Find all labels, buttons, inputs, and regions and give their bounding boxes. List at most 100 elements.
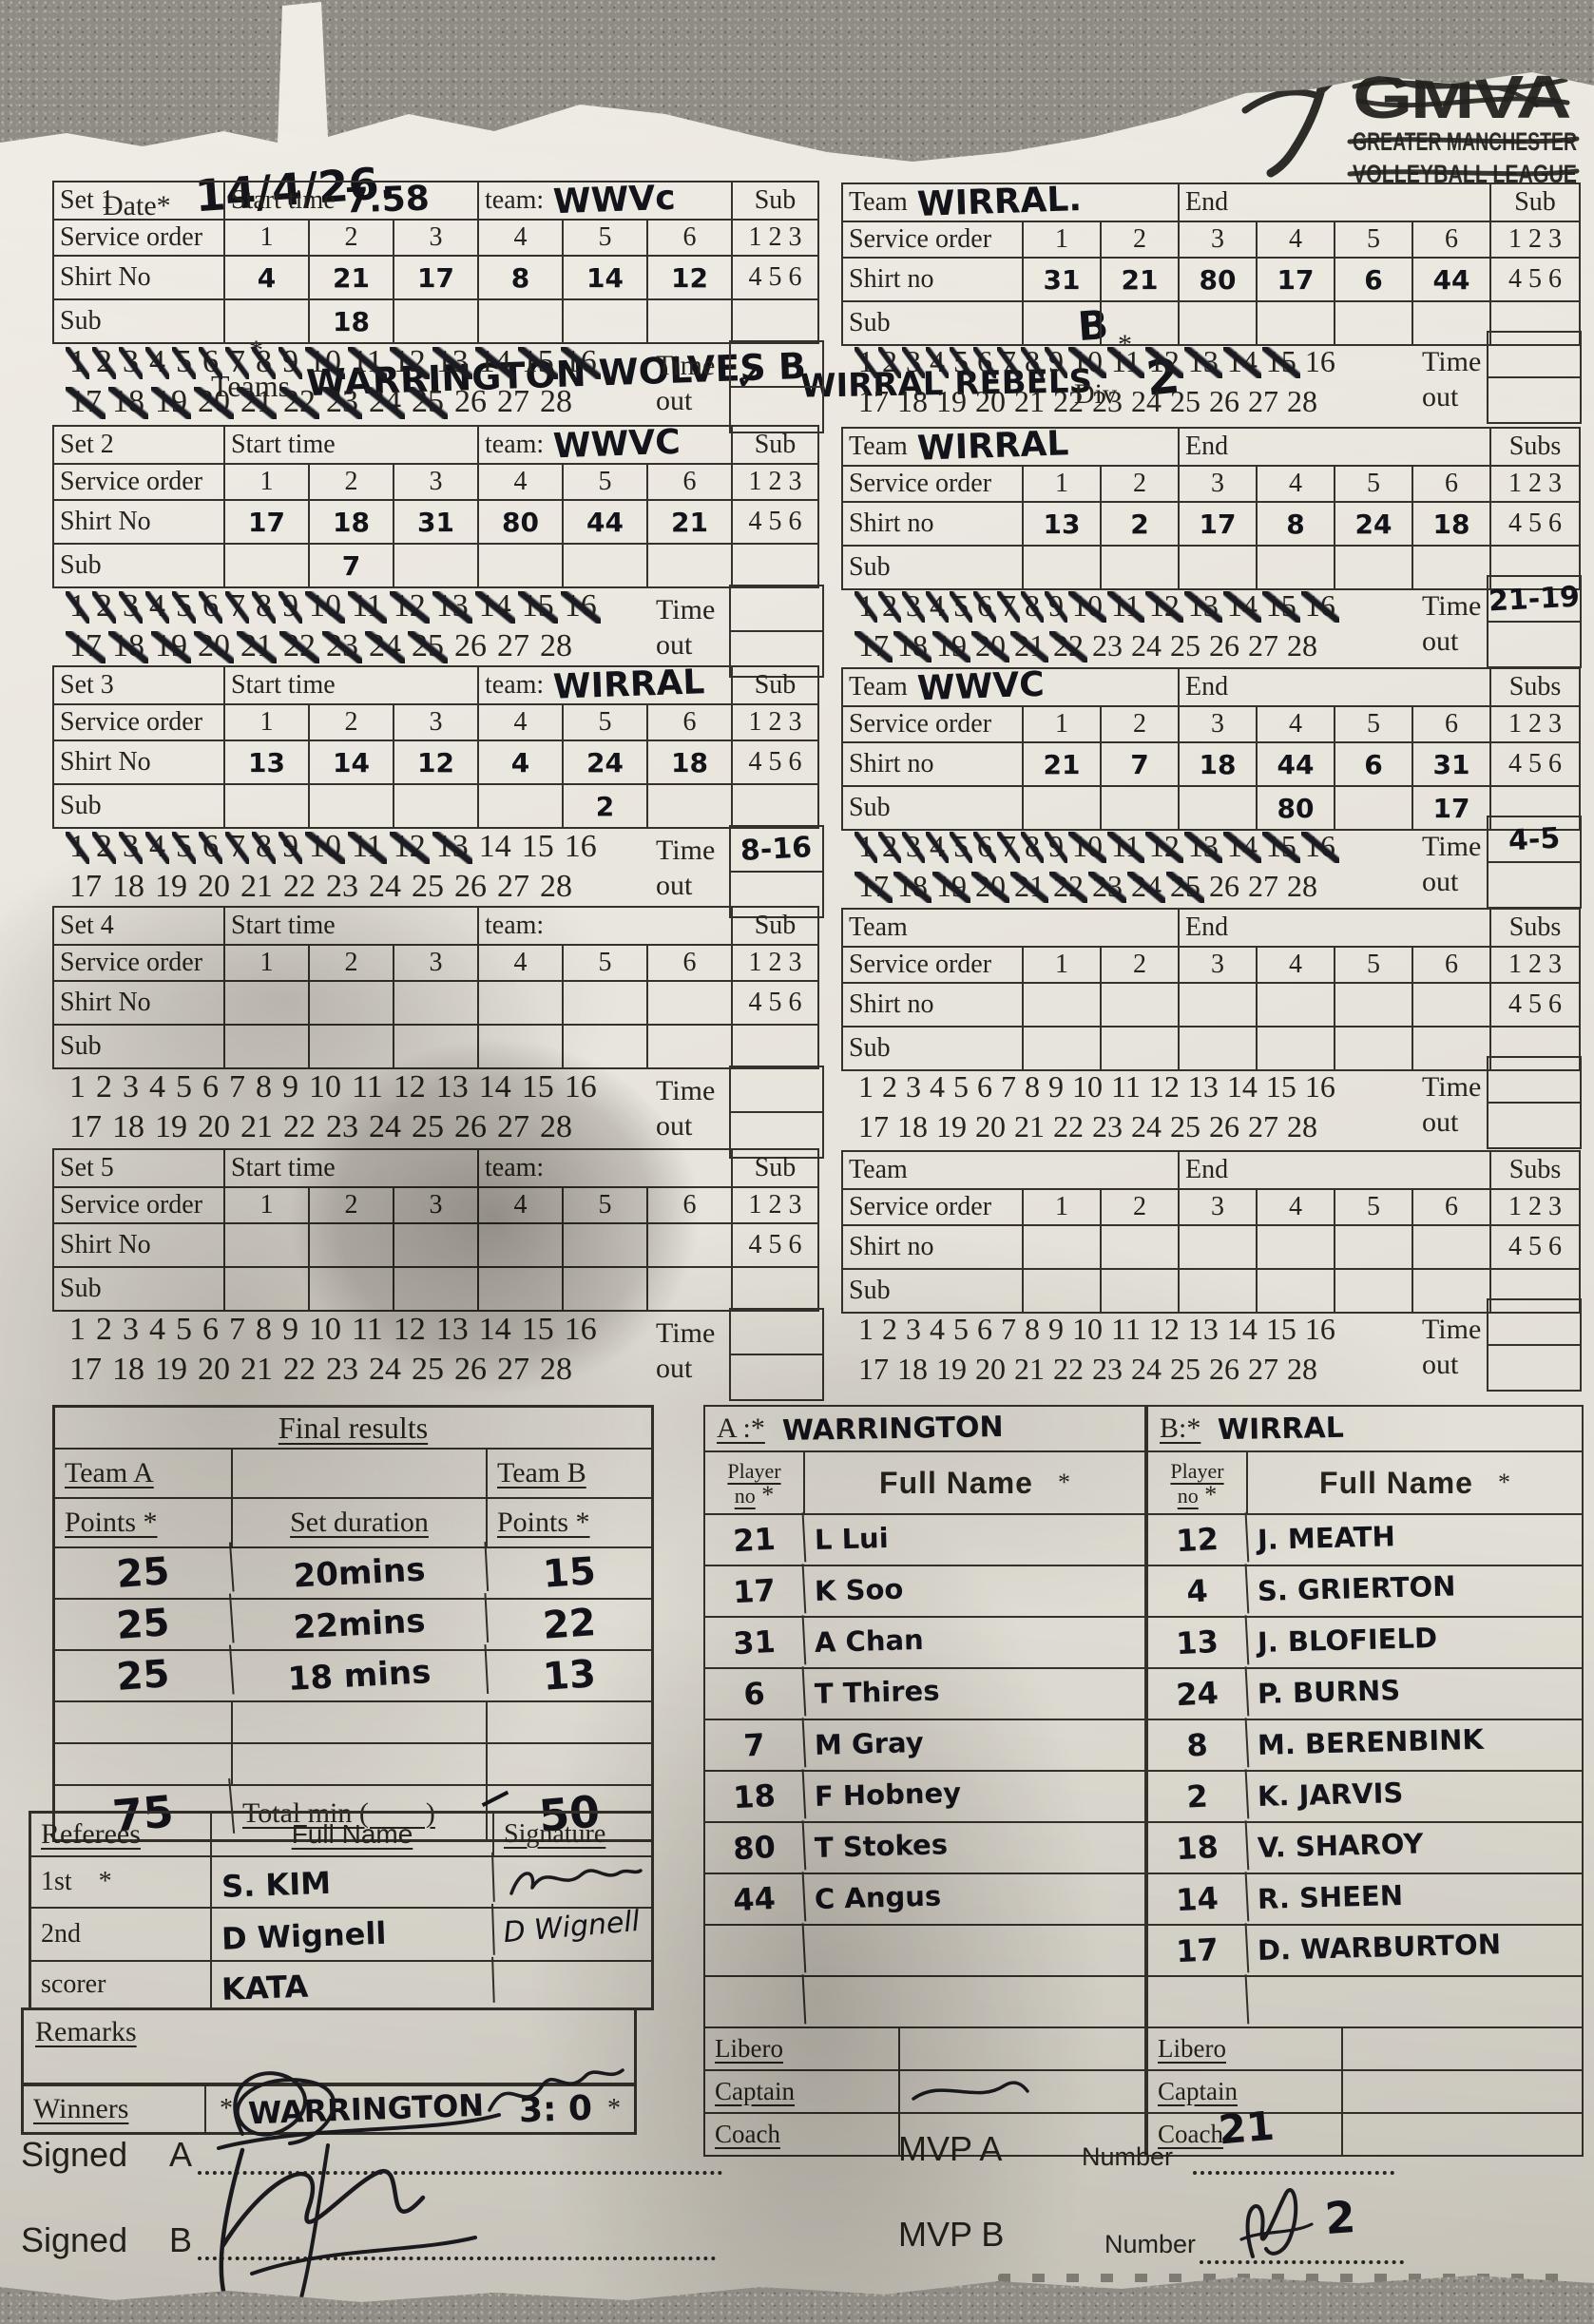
set3-result-row: 25 18 mins 13 bbox=[53, 1644, 651, 1707]
empty-result-row bbox=[55, 1744, 651, 1786]
tally-number: 1 bbox=[858, 1069, 874, 1104]
shirt-no-label: Shirt no bbox=[843, 503, 1024, 547]
captain-value bbox=[900, 2071, 1144, 2112]
sub-value bbox=[225, 1268, 310, 1310]
tally-number: 23 bbox=[322, 384, 362, 419]
player-name-cell: T Thires bbox=[805, 1669, 1144, 1719]
no-text: no bbox=[734, 1483, 756, 1508]
tally-number: 18 bbox=[112, 869, 144, 904]
sub-box-gap bbox=[733, 300, 817, 342]
tally-number: 28 bbox=[1287, 869, 1317, 903]
points-b-label: Points * bbox=[497, 1507, 590, 1538]
timeout-box: 21-19 bbox=[1487, 575, 1582, 623]
service-number: 5 bbox=[1335, 1190, 1413, 1226]
tally-number: 7 bbox=[997, 588, 1020, 623]
ref-1st-signature-scribble bbox=[509, 1869, 643, 1895]
service-order-label: Service order bbox=[843, 467, 1024, 503]
tally-number: 12 bbox=[389, 344, 430, 379]
time-word: Time bbox=[1422, 1071, 1482, 1103]
sub-row-label: Sub bbox=[843, 787, 1024, 829]
no-star: * bbox=[755, 1480, 775, 1508]
tally-number: 20 bbox=[198, 1352, 230, 1387]
tally-number: 5 bbox=[172, 829, 196, 864]
tally-number: 7 bbox=[1001, 1069, 1016, 1104]
tally-number: 13 bbox=[432, 588, 472, 624]
mvp-b-scribble bbox=[1239, 2188, 1314, 2258]
tally-number: 14 bbox=[478, 1069, 511, 1104]
time-word: Time bbox=[656, 835, 716, 866]
tally-number: 26 bbox=[1209, 869, 1239, 903]
tally-number: 10 bbox=[305, 588, 345, 624]
tally-number: 27 bbox=[497, 628, 529, 663]
set1-result-row: 25 20mins 15 bbox=[53, 1542, 651, 1604]
signature-header: Signature bbox=[504, 1819, 606, 1849]
tally-number: 22 bbox=[279, 628, 319, 663]
sub-column-header: Sub bbox=[733, 1150, 817, 1188]
service-number: 5 bbox=[564, 705, 648, 741]
player-name-cell bbox=[1248, 1977, 1582, 2026]
tally-number: 18 bbox=[112, 1352, 144, 1387]
tally-number: 27 bbox=[1248, 628, 1278, 663]
tally-number: 23 bbox=[1088, 869, 1126, 903]
tally-number: 11 bbox=[348, 829, 387, 864]
ref-2nd-signature: D Wignell bbox=[502, 1904, 642, 1950]
service-number: 6 bbox=[1413, 948, 1491, 984]
service-number: 3 bbox=[394, 705, 479, 741]
shirt-no-value: 8 bbox=[1258, 503, 1335, 547]
tally-number: 23 bbox=[1092, 384, 1123, 418]
sub-value bbox=[1180, 302, 1258, 344]
referees-table: Referees Full Name Signature 1st * S. KI… bbox=[29, 1811, 654, 2013]
shirt-no-value: 31 bbox=[1413, 743, 1491, 787]
end-cell: End bbox=[1180, 429, 1491, 467]
tally-number: 28 bbox=[1287, 384, 1317, 418]
player-name-cell: R. SHEEN bbox=[1248, 1874, 1582, 1924]
sub-box-gap bbox=[733, 1268, 817, 1310]
full-name-header: Full Name * bbox=[805, 1452, 1144, 1513]
team-cell: team: WWVC bbox=[479, 423, 733, 466]
sub-value bbox=[648, 300, 733, 342]
tally-number: 6 bbox=[973, 829, 996, 863]
shirt-no-value: 13 bbox=[1024, 503, 1102, 547]
tally-number: 6 bbox=[973, 588, 996, 623]
tally-number: 10 bbox=[305, 344, 345, 379]
shirt-no-value: 44 bbox=[1258, 743, 1335, 787]
service-number: 3 bbox=[1180, 222, 1258, 259]
sub-row-label: Sub bbox=[54, 300, 225, 342]
tally-number: 19 bbox=[155, 869, 187, 904]
shirt-no-value bbox=[394, 1224, 479, 1268]
ref-2nd-row: 2nd D Wignell D Wignell bbox=[31, 1903, 651, 1966]
shirt-no-value: 14 bbox=[564, 257, 648, 300]
tally-number: 11 bbox=[1107, 344, 1144, 378]
timeout-box bbox=[1487, 331, 1582, 378]
timeout-box bbox=[729, 1308, 824, 1355]
out-word: out bbox=[656, 385, 693, 416]
shirt-no-value bbox=[310, 1224, 394, 1268]
sub-value: 17 bbox=[1413, 787, 1491, 829]
team-cell: Team WIRRAL. bbox=[843, 180, 1180, 224]
points-a-label: Points * bbox=[65, 1507, 158, 1538]
tally-number: 25 bbox=[1170, 1352, 1200, 1386]
sub-value bbox=[648, 1026, 733, 1067]
captain-label: Captain bbox=[1148, 2071, 1343, 2112]
service-number: 4 bbox=[479, 221, 564, 257]
sub-row-label: Sub bbox=[843, 1270, 1024, 1312]
score-tally-right: 1 2 3 4 5 6 7 8 9 10 11 12 13 14 15 16 17 18 19 20 21 22 23 24 2… bbox=[857, 1312, 1420, 1392]
tally-number: 23 bbox=[1092, 1352, 1123, 1386]
sub-value bbox=[1102, 1028, 1180, 1069]
shirt-no-value: 80 bbox=[479, 501, 564, 545]
player-no: 8 bbox=[1146, 1718, 1250, 1773]
set-label: Set 1 bbox=[54, 182, 225, 221]
signature-header-cell: Signature bbox=[494, 1814, 651, 1855]
tally-number: 20 bbox=[971, 628, 1009, 663]
player-name-cell: J. MEATH bbox=[1248, 1515, 1582, 1565]
subs-column-header: Subs bbox=[1491, 669, 1579, 707]
left-score-table: Set 4 Start time team: Sub Service order 1 2 3 4… bbox=[52, 906, 819, 1069]
tally-number: 9 bbox=[1048, 1312, 1064, 1346]
tally-number: 20 bbox=[194, 628, 234, 663]
sub-value: 2 bbox=[564, 785, 648, 827]
sub-value bbox=[1335, 547, 1413, 588]
tally-number: 9 bbox=[282, 1069, 298, 1104]
roster-column-header: Player no * Full Name * bbox=[705, 1452, 1144, 1515]
sub-value bbox=[479, 300, 564, 342]
